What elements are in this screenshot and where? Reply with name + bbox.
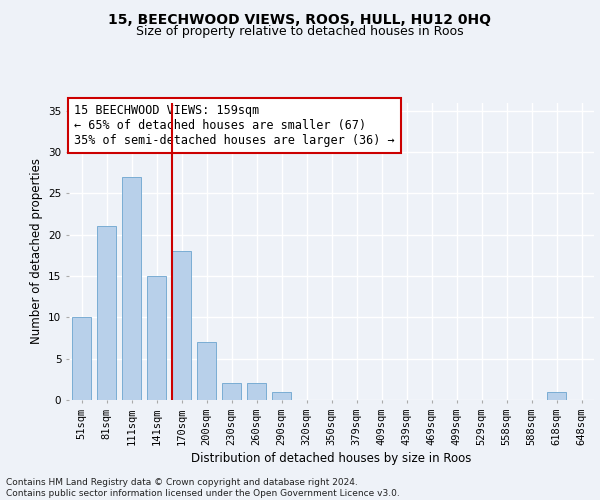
Text: 15 BEECHWOOD VIEWS: 159sqm
← 65% of detached houses are smaller (67)
35% of semi: 15 BEECHWOOD VIEWS: 159sqm ← 65% of deta… — [74, 104, 395, 147]
Text: 15, BEECHWOOD VIEWS, ROOS, HULL, HU12 0HQ: 15, BEECHWOOD VIEWS, ROOS, HULL, HU12 0H… — [109, 12, 491, 26]
Bar — [222, 384, 241, 400]
X-axis label: Distribution of detached houses by size in Roos: Distribution of detached houses by size … — [191, 452, 472, 465]
Bar — [272, 392, 291, 400]
Bar — [97, 226, 116, 400]
Bar — [197, 342, 216, 400]
Bar — [147, 276, 166, 400]
Bar — [247, 384, 266, 400]
Bar — [547, 392, 566, 400]
Text: Size of property relative to detached houses in Roos: Size of property relative to detached ho… — [136, 25, 464, 38]
Y-axis label: Number of detached properties: Number of detached properties — [29, 158, 43, 344]
Text: Contains HM Land Registry data © Crown copyright and database right 2024.
Contai: Contains HM Land Registry data © Crown c… — [6, 478, 400, 498]
Bar — [122, 177, 141, 400]
Bar — [172, 252, 191, 400]
Bar — [72, 318, 91, 400]
